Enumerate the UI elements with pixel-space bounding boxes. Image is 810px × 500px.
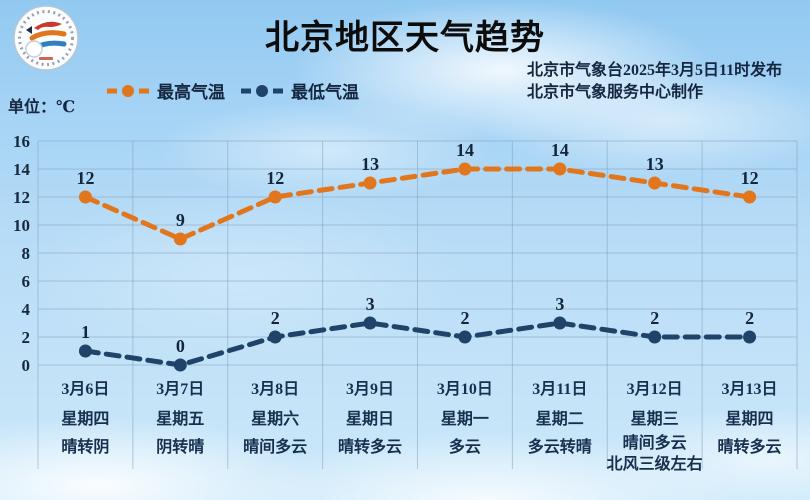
beijing-meteorological-service-logo-icon	[13, 5, 79, 71]
logo-snowball	[25, 40, 43, 58]
y-axis-tick-label: 16	[13, 132, 30, 151]
legend-label-low: 最低气温	[291, 83, 359, 102]
y-axis-tick-label: 10	[13, 216, 30, 235]
data-point-value-label: 13	[361, 154, 379, 174]
x-axis-weather-label: 阴转晴	[156, 437, 204, 456]
data-point-marker	[743, 190, 757, 204]
unit-label: 单位：℃	[8, 99, 76, 116]
data-point-marker	[458, 162, 472, 176]
x-axis-weather-label: 晴转多云	[338, 437, 402, 456]
legend-item-low: 最低气温	[239, 78, 359, 103]
data-point-value-label: 3	[366, 294, 375, 314]
x-axis-weekday-label: 星期三	[631, 409, 679, 428]
x-axis-date-label: 3月12日	[627, 380, 683, 398]
x-axis-weather-label: 晴转阴	[61, 437, 109, 456]
data-point-marker	[78, 190, 92, 204]
y-axis-tick-label: 2	[22, 328, 31, 347]
y-axis-tick-label: 14	[13, 160, 31, 179]
high-temp-line-swatch-icon	[107, 84, 149, 97]
x-axis-weekday-label: 星期四	[61, 409, 109, 428]
x-axis-weekday-label: 星期四	[726, 409, 774, 428]
data-point-value-label: 2	[460, 308, 469, 328]
x-axis-date-label: 3月8日	[251, 380, 299, 398]
x-axis-date-label: 3月11日	[532, 380, 587, 398]
data-point-value-label: 14	[551, 140, 569, 160]
data-point-marker	[553, 162, 567, 176]
x-axis-weekday-label: 星期五	[156, 409, 204, 428]
data-point-value-label: 12	[76, 168, 94, 188]
issue-line: 北京市气象台2025年3月5日11时发布	[527, 62, 783, 79]
data-point-marker	[78, 344, 92, 358]
low-temp-line-swatch-icon	[241, 84, 283, 97]
producer-line: 北京市气象服务中心制作	[527, 84, 704, 101]
x-axis-weather-label: 晴转多云	[718, 437, 782, 456]
data-point-value-label: 14	[456, 140, 474, 160]
x-axis-weekday-label: 星期六	[251, 409, 299, 428]
data-point-value-label: 1	[81, 322, 90, 342]
data-point-marker	[648, 330, 662, 344]
legend-item-high: 最高气温	[105, 78, 225, 103]
data-point-value-label: 2	[271, 308, 280, 328]
y-axis-tick-label: 0	[22, 356, 31, 375]
x-axis-weather-label: 多云	[449, 437, 481, 456]
data-point-value-label: 0	[176, 336, 185, 356]
x-axis-weather-label: 多云转晴	[528, 437, 592, 456]
data-point-value-label: 3	[555, 294, 564, 314]
data-point-marker	[268, 190, 282, 204]
high-temp-line	[82, 166, 753, 242]
data-point-marker	[173, 358, 187, 372]
data-point-marker	[363, 316, 377, 330]
x-axis-date-label: 3月13日	[722, 380, 778, 398]
data-point-marker	[458, 330, 472, 344]
data-point-value-label: 12	[266, 168, 284, 188]
logo-orange-swoosh	[29, 30, 67, 41]
x-axis-weather-label: 晴间多云	[623, 433, 687, 452]
y-axis-tick-label: 12	[13, 188, 30, 207]
x-axis-weekday-label: 星期日	[346, 409, 394, 428]
data-point-marker	[173, 232, 187, 246]
data-point-marker	[553, 316, 567, 330]
chart-legend: 最高气温 最低气温	[105, 78, 359, 103]
data-point-marker	[268, 330, 282, 344]
data-point-value-label: 13	[646, 154, 664, 174]
data-point-marker	[743, 330, 757, 344]
x-axis-weekday-label: 星期一	[441, 409, 489, 428]
y-axis-tick-label: 6	[22, 272, 31, 291]
data-point-value-label: 12	[741, 168, 759, 188]
x-axis-date-label: 3月6日	[61, 380, 109, 398]
y-axis-tick-label: 4	[22, 300, 31, 319]
data-point-marker	[648, 176, 662, 190]
data-point-marker	[363, 176, 377, 190]
x-axis-weather-label: 晴间多云	[243, 437, 307, 456]
data-point-value-label: 2	[650, 308, 659, 328]
x-axis-date-label: 3月7日	[156, 380, 204, 398]
x-axis-weekday-label: 星期二	[536, 409, 584, 428]
y-axis-tick-label: 8	[22, 244, 31, 263]
x-axis-date-label: 3月10日	[437, 380, 493, 398]
x-axis-wind-label: 北风三级左右	[607, 454, 703, 473]
x-axis-date-label: 3月9日	[346, 380, 394, 398]
data-point-value-label: 2	[745, 308, 754, 328]
legend-label-high: 最高气温	[157, 83, 225, 102]
logo-red-swoosh	[34, 21, 62, 30]
issue-info: 北京市气象台2025年3月5日11时发布 北京市气象服务中心制作	[527, 60, 782, 104]
page-title: 北京地区天气趋势	[265, 20, 545, 57]
data-point-value-label: 9	[176, 210, 185, 230]
low-temp-line	[82, 320, 753, 368]
